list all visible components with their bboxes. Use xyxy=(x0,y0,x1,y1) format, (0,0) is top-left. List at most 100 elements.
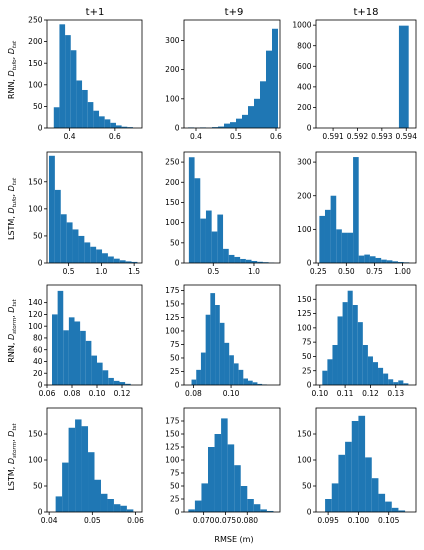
panel-1-2-xtick-label: 1.00 xyxy=(394,267,411,276)
panel-0-0-bar xyxy=(121,126,128,128)
panel-2-1-bar xyxy=(233,363,239,385)
panel-2-0-bar xyxy=(119,382,126,385)
panel-2-2-bar xyxy=(357,322,363,385)
row-label-rnn-storm: RNN, Dstorm, Dtst xyxy=(7,299,18,363)
panel-3-1-ytick-label: 50 xyxy=(170,482,180,491)
panel-3-1-ytick-label: 125 xyxy=(165,443,180,452)
panel-3-0-bar xyxy=(55,496,63,512)
panel-3-1: 0.070 0.075 0.080 0 25 50 75 100 125 150 175 xyxy=(165,407,281,525)
panel-3-1-ytick-label: 25 xyxy=(170,495,180,504)
panel-3-1-xtick-label: 0.075 xyxy=(215,516,237,525)
panel-2-1-bar xyxy=(252,382,258,385)
panel-0-1-ytick-label: 100 xyxy=(165,94,180,103)
panel-0-1-bar xyxy=(224,123,230,128)
panel-1-1-bar xyxy=(262,262,269,263)
panel-1-1-ytick-label: 50 xyxy=(170,238,180,247)
panel-2-0-bar xyxy=(113,380,120,385)
panel-1-1-frame xyxy=(183,151,281,264)
panel-3-2-bar xyxy=(358,415,366,512)
panel-0-0: 0.4 0.6 0 50 100 150 200 250 xyxy=(28,16,143,141)
panel-3-2-bar xyxy=(391,507,399,512)
panel-2-2: 0.10 0.11 0.12 0.13 0 25 50 75 100 125 150 xyxy=(297,284,417,398)
panel-2-0-bar xyxy=(102,370,109,385)
panel-0-0-bar xyxy=(99,116,105,128)
panel-2-0-bar xyxy=(57,290,64,385)
panel-1-2: 0.25 0.50 0.75 1.00 0 100 200 300 xyxy=(297,151,417,276)
panel-3-0-bar xyxy=(120,505,127,512)
panel-3-1-bar xyxy=(214,434,222,512)
panel-0-2-xtick-label: 0.591 xyxy=(322,132,344,141)
panel-3-1-bar xyxy=(221,418,228,512)
panel-3-1-xtick-label: 0.080 xyxy=(237,516,259,525)
panel-2-0-ytick-label: 40 xyxy=(33,357,43,366)
panel-1-0-bar xyxy=(54,189,61,263)
panel-2-2-bar xyxy=(347,290,353,385)
panel-1-2-ytick-label: 0 xyxy=(307,259,312,268)
panel-1-1-ytick-label: 200 xyxy=(165,178,180,187)
panel-3-2-bar xyxy=(345,441,352,512)
panel-2-0-xtick-label: 0.06 xyxy=(39,389,56,398)
panel-0-2-xtick-label: 0.592 xyxy=(347,132,369,141)
panel-0-1-bar xyxy=(272,28,278,128)
panel-1-1-xtick-label: 0.5 xyxy=(207,267,219,276)
panel-0-0-ytick-label: 50 xyxy=(33,102,43,111)
panel-1-2-bar xyxy=(336,229,342,263)
panel-3-0-bar xyxy=(62,462,69,512)
panel-1-0-bar xyxy=(107,256,114,263)
panel-1-0-xtick-label: 1.0 xyxy=(95,267,107,276)
panel-2-0-bar xyxy=(68,317,75,385)
panel-1-2-bar xyxy=(398,261,404,263)
panel-3-2-bar xyxy=(331,483,339,512)
panel-2-1-ytick-label: 25 xyxy=(170,367,180,376)
panel-3-2-bar xyxy=(398,510,406,512)
panel-2-2-bar xyxy=(393,382,399,385)
panel-2-2-ytick-label: 100 xyxy=(297,323,312,332)
panel-1-0-bar xyxy=(125,261,132,263)
panel-0-2-ytick-label: 200 xyxy=(297,103,312,112)
panel-2-1-ytick-label: 125 xyxy=(165,313,180,322)
panel-2-1-bar xyxy=(191,379,197,385)
panel-3-2-bar xyxy=(371,478,379,512)
panel-3-0-xtick-label: 0.06 xyxy=(127,516,144,525)
panel-2-1-bar xyxy=(219,322,225,385)
panel-0-1-xtick-label: 0.4 xyxy=(190,132,202,141)
panel-2-2-bar xyxy=(322,370,328,385)
panel-1-1-ytick-label: 250 xyxy=(165,158,180,167)
panel-3-1-bar xyxy=(253,504,261,512)
panel-2-1-xtick-label: 0.10 xyxy=(223,389,240,398)
panel-2-2-bar xyxy=(362,345,368,385)
panel-2-1-ytick-label: 100 xyxy=(165,327,180,336)
panel-2-2-bar xyxy=(337,316,343,385)
panel-2-2-ytick-label: 25 xyxy=(302,366,312,375)
panel-0-1-ytick-label: 300 xyxy=(165,36,180,45)
panel-1-1-bar xyxy=(217,214,224,263)
panel-1-1-bar xyxy=(245,259,252,263)
panel-1-2-xtick-label: 0.25 xyxy=(310,267,327,276)
panel-1-0-bar xyxy=(84,242,91,263)
panel-0-1-bar xyxy=(242,114,248,128)
panel-0-2-ytick-label: 600 xyxy=(297,62,312,71)
panel-0-0-bar xyxy=(70,50,77,128)
panel-0-1-bar xyxy=(212,127,218,128)
panel-2-2-bar xyxy=(367,356,373,385)
panel-2-0-ytick-label: 0 xyxy=(38,381,43,390)
panel-2-2-bar xyxy=(378,367,384,385)
column-titles: t+1 t+9 t+18 xyxy=(86,7,379,18)
panel-1-0-bar xyxy=(119,260,126,263)
panel-0-2-bar xyxy=(398,25,409,128)
panel-0-2-xtick-label: 0.593 xyxy=(371,132,393,141)
panel-1-1-bar xyxy=(200,218,206,263)
panel-2-2-xtick-label: 0.12 xyxy=(362,389,379,398)
panel-2-0-frame xyxy=(46,284,143,386)
panel-2-0-bar xyxy=(85,340,92,385)
panel-1-2-bar xyxy=(369,256,376,263)
panel-2-1-bar xyxy=(257,383,263,385)
panel-1-2-bar xyxy=(319,215,325,263)
panel-1-2-bar xyxy=(324,209,331,263)
panel-3-2-xtick-label: 0.095 xyxy=(317,516,339,525)
panel-2-1: 0.08 0.10 0 25 50 75 100 125 150 175 xyxy=(165,284,281,398)
panel-2-1-bar xyxy=(243,378,248,385)
panel-1-0-ytick-label: 0 xyxy=(38,259,43,268)
panel-3-1-bar xyxy=(260,509,267,512)
panel-1-0-frame xyxy=(46,151,143,264)
